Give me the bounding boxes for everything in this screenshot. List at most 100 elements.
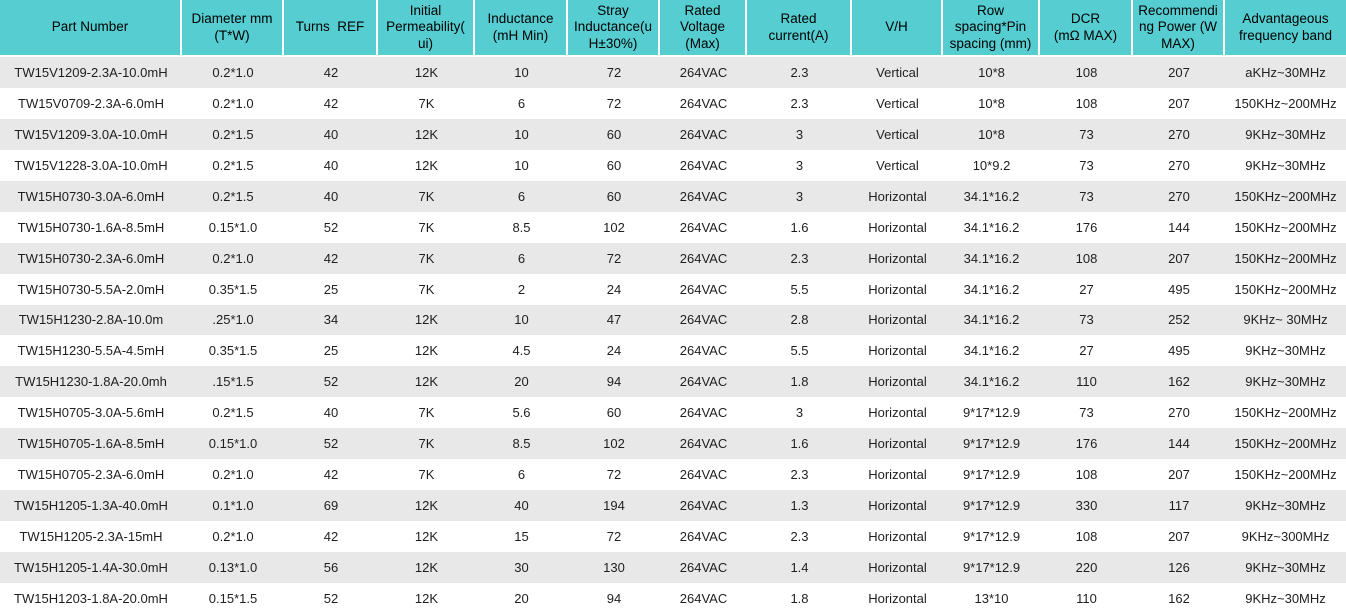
cell-diameter: 0.13*1.0 [208, 559, 258, 575]
cell-v-h: Horizontal [868, 343, 927, 359]
cell-recommending-power: 144 [1168, 219, 1190, 235]
column-header-dcr: DCR (mΩ MAX) [1040, 0, 1133, 57]
cell-stray-inductance: 72 [606, 529, 622, 545]
cell-initial-permeability: 12K [414, 559, 439, 575]
cell-diameter: 0.2*1.0 [212, 95, 254, 111]
cell-recommending-power: 270 [1168, 157, 1190, 173]
cell-initial-permeability: 7K [418, 467, 435, 483]
cell-initial-permeability: 7K [418, 219, 435, 235]
cell-part-number: TW15H1230-2.8A-10.0m [18, 312, 164, 328]
cell-frequency-band: 150KHz~200MHz [1234, 250, 1337, 266]
cell-frequency-band: 150KHz~200MHz [1234, 467, 1337, 483]
cell-rated-current: 1.6 [790, 436, 809, 452]
cell-turns-ref: 34 [323, 312, 339, 328]
cell-rated-current: 1.8 [790, 374, 809, 390]
cell-part-number: TW15H0730-5.5A-2.0mH [17, 281, 165, 297]
cell-stray-inductance: 194 [603, 498, 625, 514]
column-header-rated-voltage: Rated Voltage (Max) [660, 0, 747, 57]
cell-initial-permeability: 7K [418, 405, 435, 421]
cell-rated-voltage: 264VAC [679, 498, 728, 514]
cell-turns-ref: 40 [323, 126, 339, 142]
column-header-inductance: Inductance (mH Min) [475, 0, 568, 57]
cell-stray-inductance: 47 [606, 312, 622, 328]
cell-row-spacing: 9*17*12.9 [962, 529, 1021, 545]
cell-initial-permeability: 12K [414, 529, 439, 545]
cell-part-number: TW15V1209-2.3A-10.0mH [14, 64, 168, 80]
cell-v-h: Horizontal [868, 312, 927, 328]
cell-rated-voltage: 264VAC [679, 64, 728, 80]
cell-row-spacing: 10*8 [978, 126, 1005, 142]
column-header-initial-permeability: Initial Permeability( ui) [378, 0, 475, 57]
cell-rated-current: 2.3 [790, 64, 809, 80]
cell-frequency-band: 9KHz~30MHz [1245, 498, 1326, 514]
cell-turns-ref: 42 [323, 250, 339, 266]
cell-rated-current: 2.3 [790, 529, 809, 545]
cell-turns-ref: 25 [323, 343, 339, 359]
cell-part-number: TW15H1205-2.3A-15mH [19, 529, 163, 545]
cell-part-number: TW15H1230-5.5A-4.5mH [17, 343, 165, 359]
cell-rated-current: 3 [795, 188, 804, 204]
cell-dcr: 176 [1075, 436, 1098, 452]
cell-frequency-band: 150KHz~200MHz [1234, 281, 1337, 297]
cell-part-number: TW15H1203-1.8A-20.0mH [14, 590, 168, 606]
cell-rated-voltage: 264VAC [679, 219, 728, 235]
cell-turns-ref: 42 [323, 529, 339, 545]
cell-recommending-power: 207 [1168, 95, 1190, 111]
cell-recommending-power: 126 [1168, 559, 1190, 575]
cell-rated-voltage: 264VAC [679, 436, 728, 452]
cell-v-h: Horizontal [868, 405, 927, 421]
table-row: TW15H0705-2.3A-6.0mH 0.2*1.0 42 7K 6 72 264VAC… [0, 459, 1346, 491]
cell-turns-ref: 56 [323, 559, 339, 575]
cell-frequency-band: 150KHz~200MHz [1234, 188, 1337, 204]
cell-stray-inductance: 72 [606, 250, 622, 266]
header-row: Part Number Diameter mm (T*W) Turns REF Ini… [0, 0, 1346, 57]
table-row: TW15H0705-1.6A-8.5mH 0.15*1.0 52 7K 8.5 102 26… [0, 428, 1346, 460]
column-header-stray-inductance: Stray Inductance(u H±30%) [568, 0, 660, 57]
column-header-v-h: V/H [852, 0, 943, 57]
cell-dcr: 27 [1079, 281, 1094, 297]
cell-v-h: Vertical [876, 64, 919, 80]
cell-turns-ref: 40 [323, 188, 339, 204]
cell-initial-permeability: 12K [414, 312, 439, 328]
cell-row-spacing: 9*17*12.9 [962, 467, 1021, 483]
cell-recommending-power: 252 [1168, 312, 1190, 328]
cell-diameter: 0.2*1.5 [212, 126, 254, 142]
cell-dcr: 108 [1075, 529, 1098, 545]
cell-rated-voltage: 264VAC [679, 343, 728, 359]
cell-diameter: 0.15*1.5 [208, 590, 258, 606]
cell-part-number: TW15H0730-2.3A-6.0mH [17, 250, 165, 266]
cell-rated-voltage: 264VAC [679, 250, 728, 266]
cell-recommending-power: 144 [1168, 436, 1190, 452]
table-row: TW15H1230-5.5A-4.5mH 0.35*1.5 25 12K 4.5 24 26… [0, 335, 1346, 367]
cell-dcr: 176 [1075, 219, 1098, 235]
cell-part-number: TW15H0705-2.3A-6.0mH [17, 467, 165, 483]
cell-initial-permeability: 12K [414, 374, 439, 390]
cell-rated-voltage: 264VAC [679, 312, 728, 328]
cell-v-h: Horizontal [868, 250, 927, 266]
cell-stray-inductance: 130 [603, 559, 625, 575]
cell-frequency-band: 9KHz~300MHz [1241, 529, 1330, 545]
cell-inductance: 15 [514, 529, 529, 545]
cell-turns-ref: 42 [323, 467, 339, 483]
cell-stray-inductance: 102 [603, 219, 625, 235]
cell-stray-inductance: 24 [606, 343, 622, 359]
cell-frequency-band: 9KHz~30MHz [1245, 559, 1326, 575]
cell-v-h: Horizontal [868, 590, 927, 606]
cell-stray-inductance: 24 [606, 281, 622, 297]
cell-v-h: Horizontal [868, 219, 927, 235]
cell-turns-ref: 40 [323, 157, 339, 173]
cell-diameter: 0.1*1.0 [212, 498, 254, 514]
cell-recommending-power: 207 [1168, 529, 1190, 545]
cell-inductance: 6 [517, 95, 526, 111]
cell-row-spacing: 9*17*12.9 [962, 436, 1021, 452]
table-row: TW15V1209-3.0A-10.0mH 0.2*1.5 40 12K 10 60 264… [0, 118, 1346, 150]
cell-turns-ref: 52 [323, 374, 339, 390]
cell-part-number: TW15V1228-3.0A-10.0mH [14, 157, 168, 173]
cell-rated-current: 3 [795, 126, 804, 142]
cell-row-spacing: 10*8 [978, 95, 1005, 111]
cell-part-number: TW15H1205-1.4A-30.0mH [14, 559, 168, 575]
cell-initial-permeability: 12K [414, 126, 439, 142]
table-row: TW15H0730-5.5A-2.0mH 0.35*1.5 25 7K 2 24 264VA… [0, 273, 1346, 305]
column-header-turns-ref: Turns REF [284, 0, 378, 57]
